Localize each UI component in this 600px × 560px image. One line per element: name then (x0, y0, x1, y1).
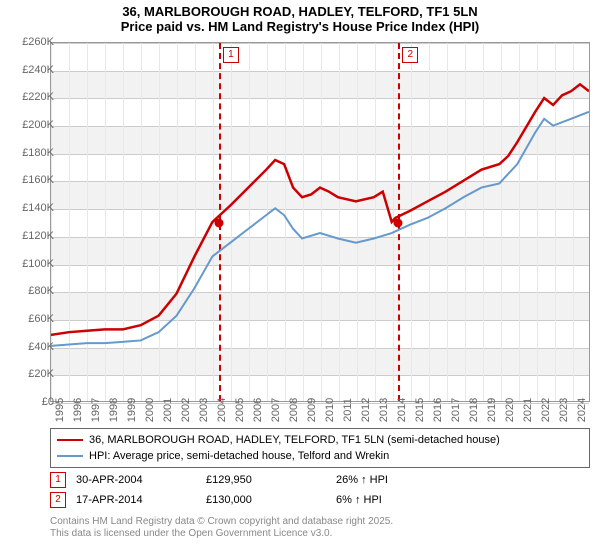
marker-price: £130,000 (206, 494, 326, 506)
x-axis-label: 2017 (450, 398, 462, 422)
y-axis-label: £60K (28, 313, 54, 325)
x-axis-label: 2018 (468, 398, 480, 422)
markers-table: 1 30-APR-2004 £129,950 26% ↑ HPI 2 17-APR-201… (50, 470, 590, 510)
y-axis-label: £40K (28, 341, 54, 353)
x-axis-label: 2014 (396, 398, 408, 422)
x-axis-label: 1995 (54, 398, 66, 422)
page-title: 36, MARLBOROUGH ROAD, HADLEY, TELFORD, T… (0, 0, 600, 19)
x-axis-label: 2022 (540, 398, 552, 422)
x-axis-label: 2013 (378, 398, 390, 422)
marker-delta: 26% ↑ HPI (336, 474, 476, 486)
marker-number: 1 (50, 472, 66, 488)
x-axis-label: 2020 (504, 398, 516, 422)
x-axis-label: 2012 (360, 398, 372, 422)
marker-date: 17-APR-2014 (76, 494, 196, 506)
y-axis-label: £200K (22, 119, 54, 131)
x-axis-label: 2016 (432, 398, 444, 422)
x-axis-label: 2002 (180, 398, 192, 422)
chart: 12 (50, 42, 590, 402)
legend-label: 36, MARLBOROUGH ROAD, HADLEY, TELFORD, T… (89, 434, 500, 446)
footer-line: Contains HM Land Registry data © Crown c… (50, 516, 393, 528)
marker-delta: 6% ↑ HPI (336, 494, 476, 506)
y-axis-label: £20K (28, 368, 54, 380)
x-axis-label: 2007 (270, 398, 282, 422)
y-axis-label: £140K (22, 202, 54, 214)
x-axis-label: 2021 (522, 398, 534, 422)
x-axis-label: 1999 (126, 398, 138, 422)
x-axis-label: 1996 (72, 398, 84, 422)
series-line (51, 84, 589, 335)
x-axis-label: 2004 (216, 398, 228, 422)
x-axis-label: 2019 (486, 398, 498, 422)
x-axis-label: 2003 (198, 398, 210, 422)
footer: Contains HM Land Registry data © Crown c… (50, 516, 393, 540)
y-axis-label: £100K (22, 258, 54, 270)
x-axis-label: 1998 (108, 398, 120, 422)
x-axis-label: 2008 (288, 398, 300, 422)
x-axis-label: 1997 (90, 398, 102, 422)
x-axis-label: 2010 (324, 398, 336, 422)
y-axis-label: £80K (28, 285, 54, 297)
y-axis-label: £260K (22, 36, 54, 48)
marker-number: 2 (50, 492, 66, 508)
legend: 36, MARLBOROUGH ROAD, HADLEY, TELFORD, T… (50, 428, 590, 468)
y-axis-label: £160K (22, 174, 54, 186)
x-axis-label: 2001 (162, 398, 174, 422)
page-subtitle: Price paid vs. HM Land Registry's House … (0, 19, 600, 34)
legend-label: HPI: Average price, semi-detached house,… (89, 450, 389, 462)
legend-swatch (57, 439, 83, 442)
y-axis-label: £0 (42, 396, 54, 408)
y-axis-label: £220K (22, 91, 54, 103)
x-axis-label: 2011 (342, 398, 354, 422)
y-axis-label: £120K (22, 230, 54, 242)
marker-price: £129,950 (206, 474, 326, 486)
marker-row: 1 30-APR-2004 £129,950 26% ↑ HPI (50, 470, 590, 490)
x-axis-label: 2009 (306, 398, 318, 422)
legend-swatch (57, 455, 83, 457)
x-axis-label: 2024 (576, 398, 588, 422)
marker-row: 2 17-APR-2014 £130,000 6% ↑ HPI (50, 490, 590, 510)
x-axis-label: 2023 (558, 398, 570, 422)
x-axis-label: 2000 (144, 398, 156, 422)
x-axis-label: 2015 (414, 398, 426, 422)
series-line (51, 112, 589, 346)
x-axis-label: 2005 (234, 398, 246, 422)
legend-item: 36, MARLBOROUGH ROAD, HADLEY, TELFORD, T… (57, 432, 583, 448)
footer-line: This data is licensed under the Open Gov… (50, 528, 393, 540)
legend-item: HPI: Average price, semi-detached house,… (57, 448, 583, 464)
marker-date: 30-APR-2004 (76, 474, 196, 486)
y-axis-label: £240K (22, 64, 54, 76)
x-axis-label: 2006 (252, 398, 264, 422)
y-axis-label: £180K (22, 147, 54, 159)
